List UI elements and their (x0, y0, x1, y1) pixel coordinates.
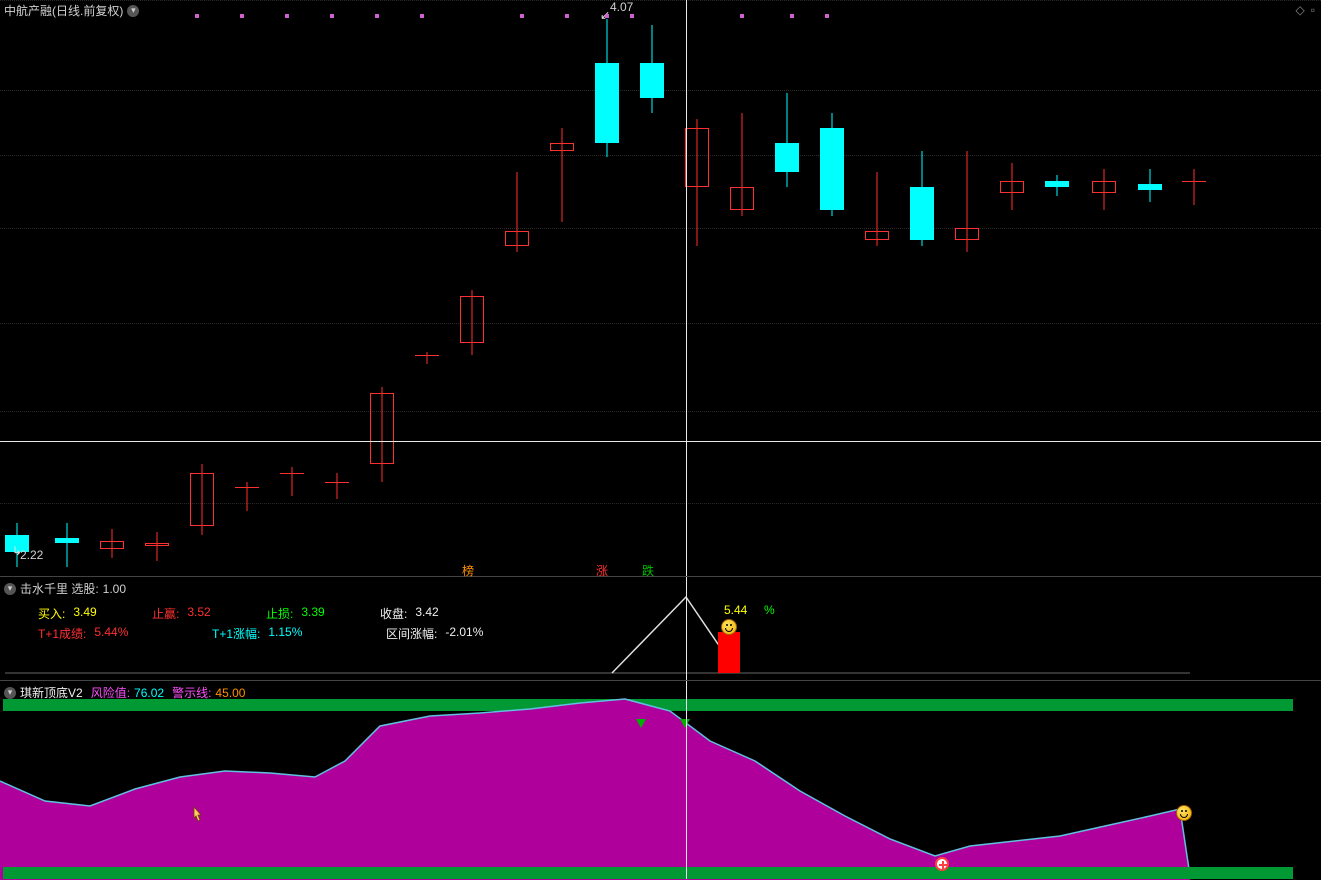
metric-value: 5.44% (94, 625, 128, 642)
marker-dot (520, 14, 524, 18)
metric-value: 1.15% (268, 625, 302, 642)
smiley-icon (1176, 805, 1192, 821)
metric-value: 3.49 (73, 605, 96, 622)
crosshair-vertical (686, 0, 687, 576)
indicator2-title: 琪新顶底V2 (20, 684, 83, 701)
marker-dot (285, 14, 289, 18)
diamond-icon[interactable]: ◇ (1296, 3, 1305, 17)
risk-area (0, 699, 1190, 880)
arrow-down-icon (636, 719, 646, 728)
marker-dot (825, 14, 829, 18)
indicator-panel-1[interactable]: ▾ 击水千里 选股: 1.00 买入: 3.49 止赢: 3.52 止损: 3.39 收盘:… (0, 576, 1321, 680)
metric-label: 区间涨幅: (386, 625, 437, 642)
chart-annotation: 涨 (596, 562, 608, 579)
crosshair-horizontal (0, 441, 1321, 442)
gridline (0, 323, 1321, 324)
smiley-icon (721, 619, 737, 635)
metric-label: 止赢: (152, 605, 179, 622)
circle-plus-icon (935, 857, 949, 871)
metric: 区间涨幅: -2.01% (386, 625, 546, 642)
metric-value: -2.01% (445, 625, 483, 642)
marker-dot (565, 14, 569, 18)
marker-dot (330, 14, 334, 18)
price-high-label: 4.07 (610, 0, 633, 14)
chart-annotation: 榜 (462, 562, 474, 579)
metric: T+1涨幅: 1.15% (212, 625, 372, 642)
metric: T+1成绩: 5.44% (38, 625, 198, 642)
chevron-down-icon[interactable]: ▾ (4, 583, 16, 595)
metric-label: T+1成绩: (38, 625, 86, 642)
metric-label: 止损: (266, 605, 293, 622)
indicator1-title: 击水千里 选股: (20, 580, 99, 597)
marker-dot (375, 14, 379, 18)
risk-value: 76.02 (134, 686, 164, 700)
spike-triangle (612, 597, 720, 673)
warn-label: 警示线: (172, 684, 211, 701)
metric: 收盘: 3.42 (380, 605, 500, 622)
chart-toolbar-icons: ◇ ▫ (1296, 3, 1316, 17)
marker-dot (790, 14, 794, 18)
metric-value: 3.42 (415, 605, 438, 622)
spike-unit: % (764, 603, 775, 617)
marker-dot (420, 14, 424, 18)
arrow-down-icon (680, 719, 690, 728)
marker-dot (630, 14, 634, 18)
chevron-down-icon[interactable]: ▾ (4, 687, 16, 699)
metric: 买入: 3.49 (38, 605, 138, 622)
crosshair-vertical-bottom (686, 681, 687, 879)
pointer-cursor-icon (190, 806, 206, 824)
gridline (0, 411, 1321, 412)
metric-label: 收盘: (380, 605, 407, 622)
indicator-panel-2[interactable]: ▾ 琪新顶底V2 风险值: 76.02 警示线: 45.00 (0, 680, 1321, 879)
metric-label: 买入: (38, 605, 65, 622)
metric-value: 3.52 (187, 605, 210, 622)
warn-value: 45.00 (215, 686, 245, 700)
metric-value: 3.39 (301, 605, 324, 622)
gridline (0, 155, 1321, 156)
chart-title: 中航产融(日线.前复权) (4, 2, 123, 19)
candlestick-chart-panel[interactable]: 中航产融(日线.前复权) ▾ ◇ ▫ 4.07 ↙ 2.22 ↳ 榜涨跌 (0, 0, 1321, 576)
chevron-down-icon[interactable]: ▾ (127, 5, 139, 17)
marker-dot (195, 14, 199, 18)
square-icon[interactable]: ▫ (1311, 3, 1315, 17)
marker-dot (240, 14, 244, 18)
gridline (0, 0, 1321, 1)
metric: 止损: 3.39 (266, 605, 366, 622)
risk-label: 风险值: (91, 684, 130, 701)
metric-label: T+1涨幅: (212, 625, 260, 642)
spike-value: 5.44 (724, 603, 747, 617)
crosshair-vertical-mid (686, 577, 687, 680)
bottom-band (3, 867, 1293, 879)
marker-dot (740, 14, 744, 18)
metric: 止赢: 3.52 (152, 605, 252, 622)
price-low-label: 2.22 (20, 548, 43, 562)
indicator1-value: 1.00 (103, 582, 126, 596)
chart-annotation: 跌 (642, 562, 654, 579)
marker-dot (605, 14, 609, 18)
gridline (0, 228, 1321, 229)
spike-bar (718, 632, 740, 673)
